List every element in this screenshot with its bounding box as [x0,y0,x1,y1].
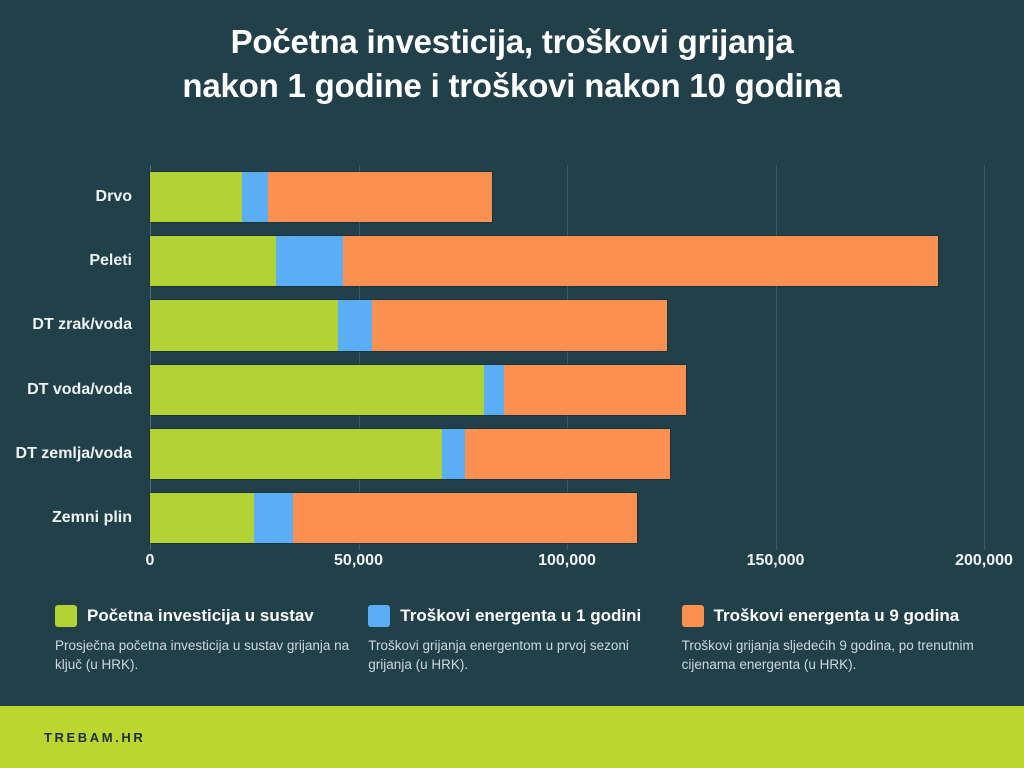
x-axis-tick-label: 150,000 [746,552,805,569]
bar-segment[interactable] [267,172,492,223]
y-axis-label: Drvo [95,188,132,206]
bar-segment[interactable] [150,300,338,351]
bar-segment[interactable] [337,300,372,351]
legend-item[interactable]: Troškovi energenta u 1 godini Troškovi gr… [368,605,681,674]
gridline-0 [150,165,151,550]
bar-segment[interactable] [150,428,442,479]
title-line-2: nakon 1 godine i troškovi nakon 10 godin… [182,67,842,104]
legend-item[interactable]: Početna investicija u sustav Prosječna po… [55,605,368,674]
legend-label: Troškovi energenta u 1 godini [400,606,642,625]
x-axis-tick-label: 0 [145,552,155,569]
x-axis-tick-label: 200,000 [955,552,1013,569]
x-axis: 0 50,000 100,000 150,000 200,000 [0,552,1024,578]
stacked-bar[interactable] [150,172,492,223]
legend-swatch-icon [368,605,391,627]
gridline-100000 [567,165,568,550]
legend-header: Troškovi energenta u 1 godini [368,605,663,627]
bar-segment[interactable] [504,364,686,415]
footer-bar: TREBAM.HR [0,706,1024,768]
y-axis-label: DT zrak/voda [32,316,132,334]
title-line-1: Početna investicija, troškovi grijanja [230,23,794,60]
legend-description: Troškovi grijanja sljedećih 9 godina, po… [681,638,974,672]
stacked-bar[interactable] [150,300,668,351]
bar-segment[interactable] [254,492,294,544]
bar-segment[interactable] [441,428,465,479]
bar-segment[interactable] [293,492,638,544]
y-axis-label: Peleti [89,252,132,270]
legend-swatch-icon [681,605,704,627]
legend-header: Početna investicija u sustav [55,605,350,627]
gridlines [150,165,985,550]
plot-area [150,165,985,550]
stacked-bar[interactable] [150,428,670,479]
chart-legend: Početna investicija u sustav Prosječna po… [55,605,995,674]
gridline-200000 [984,165,985,550]
page-title: Početna investicija, troškovi grijanja n… [0,20,1024,108]
bar-segment[interactable] [371,300,668,351]
bar-segment[interactable] [275,236,344,287]
stacked-bar[interactable] [150,236,939,287]
y-axis-label: DT zemlja/voda [15,444,132,462]
bar-segment[interactable] [150,236,276,287]
legend-description: Prosječna početna investicija u sustav g… [55,638,350,672]
bar-row [150,165,984,229]
stacked-bar[interactable] [150,364,686,415]
legend-label: Troškovi energenta u 9 godina [713,606,960,625]
bar-row [150,486,984,550]
legend-label: Početna investicija u sustav [87,606,314,625]
gridline-150000 [775,165,777,550]
bar-rows [150,165,984,550]
x-axis-tick-label: 100,000 [538,552,596,569]
bar-row [150,422,984,486]
bar-segment[interactable] [464,428,670,479]
bar-segment[interactable] [241,172,268,223]
x-axis-tick-label: 50,000 [334,552,383,569]
bar-segment[interactable] [150,172,242,223]
y-axis-labels: Drvo Peleti DT zrak/voda DT voda/voda DT zem… [0,165,140,550]
bar-segment[interactable] [150,492,255,544]
y-axis-label: DT voda/voda [27,380,132,398]
gridline-50000 [358,165,360,550]
legend-swatch-icon [55,605,77,627]
bar-row [150,293,984,357]
bar-segment[interactable] [150,364,484,415]
legend-description: Troškovi grijanja energentom u prvoj sez… [368,638,629,672]
y-axis-label: Zemni plin [52,508,132,526]
bar-row [150,358,984,422]
legend-item[interactable]: Troškovi energenta u 9 godina Troškovi gr… [681,605,995,674]
bar-segment[interactable] [483,364,505,415]
bar-row [150,229,984,293]
legend-header: Troškovi energenta u 9 godina [681,605,977,627]
bar-segment[interactable] [343,236,939,287]
stacked-bar[interactable] [150,492,638,544]
footer-brand: TREBAM.HR [44,729,146,745]
